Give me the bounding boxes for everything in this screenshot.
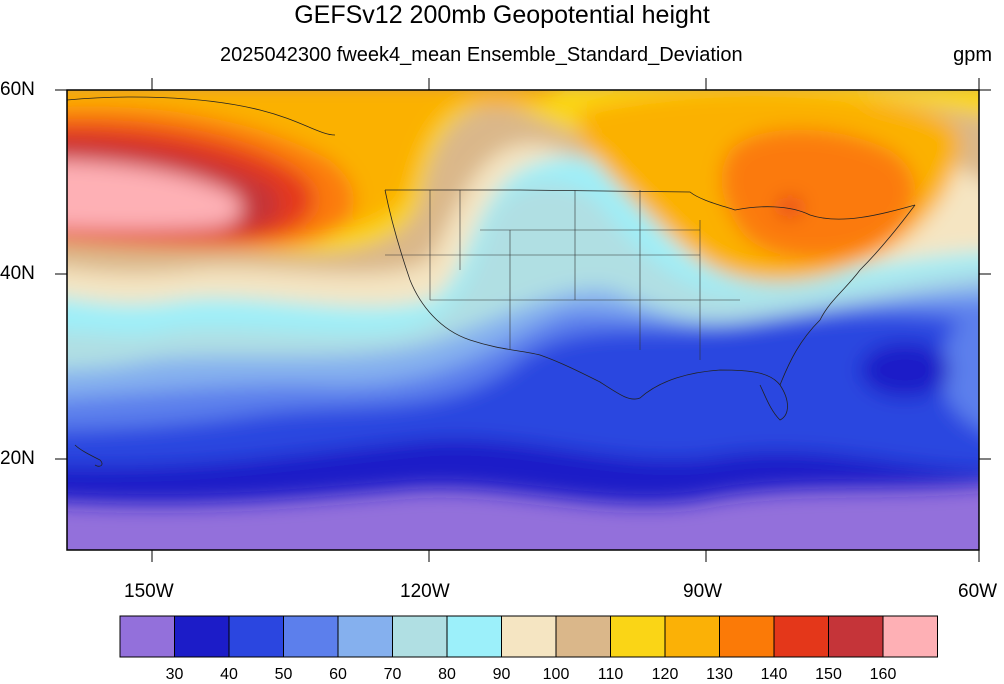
lon-label-90w: 90W — [683, 581, 723, 602]
colorbar-tick-label: 40 — [220, 666, 238, 683]
colorbar-swatch — [337, 615, 393, 658]
state-borders — [385, 190, 740, 360]
colorbar-swatch — [174, 615, 230, 658]
axis-ticks — [55, 78, 991, 562]
colorbar-swatch — [446, 615, 502, 658]
local-max-great-lakes — [778, 197, 802, 217]
low-blob-atlantic — [860, 342, 950, 398]
colorbar-tick-label: 70 — [383, 666, 402, 683]
coastlines — [67, 96, 916, 467]
colorbar-tick-label: 120 — [651, 666, 679, 683]
lon-label-120w: 120W — [400, 581, 450, 602]
chart-title: GEFSv12 200mb Geopotential height — [294, 1, 710, 29]
colorbar-swatch — [773, 615, 829, 658]
colorbar-swatch — [119, 615, 175, 658]
colorbar-swatch — [664, 615, 720, 658]
colorbar-swatch — [610, 615, 666, 658]
colorbar-tick-label: 130 — [706, 666, 733, 683]
contour-field — [67, 90, 979, 550]
colorbar-tick-label: 150 — [815, 666, 842, 683]
colorbar-swatch — [392, 615, 448, 658]
band-170 — [67, 160, 242, 231]
band-140-east — [721, 129, 916, 260]
lat-label-40n: 40N — [0, 263, 35, 284]
colorbar-tick-label: 50 — [274, 666, 293, 683]
colorbar-swatch — [555, 615, 611, 658]
chart-subtitle: 2025042300 fweek4_mean Ensemble_Standard… — [220, 44, 743, 66]
units-label: gpm — [953, 44, 992, 66]
lat-label-20n: 20N — [0, 448, 35, 469]
colorbar-tick-label: 100 — [542, 666, 570, 683]
colorbar-swatch — [283, 615, 339, 658]
map-frame — [66, 89, 980, 551]
colorbar-tick-label: 80 — [438, 666, 456, 683]
colorbar-tick-label: 90 — [492, 666, 511, 683]
lat-label-60n: 60N — [0, 79, 35, 100]
colorbar-swatch — [228, 615, 284, 658]
lon-label-60w: 60W — [958, 581, 998, 602]
colorbar-tick-label: 110 — [597, 666, 624, 683]
colorbar-swatch — [719, 615, 775, 658]
colorbar-tick-label: 140 — [760, 666, 788, 683]
lon-label-150w: 150W — [124, 581, 174, 602]
colorbar-swatch — [501, 615, 557, 658]
colorbar-swatch — [828, 615, 884, 658]
colorbar-tick-label: 60 — [329, 666, 347, 683]
colorbar-swatch — [882, 615, 938, 658]
colorbar-tick-label: 160 — [869, 666, 897, 683]
colorbar-tick-label: 30 — [165, 666, 184, 683]
